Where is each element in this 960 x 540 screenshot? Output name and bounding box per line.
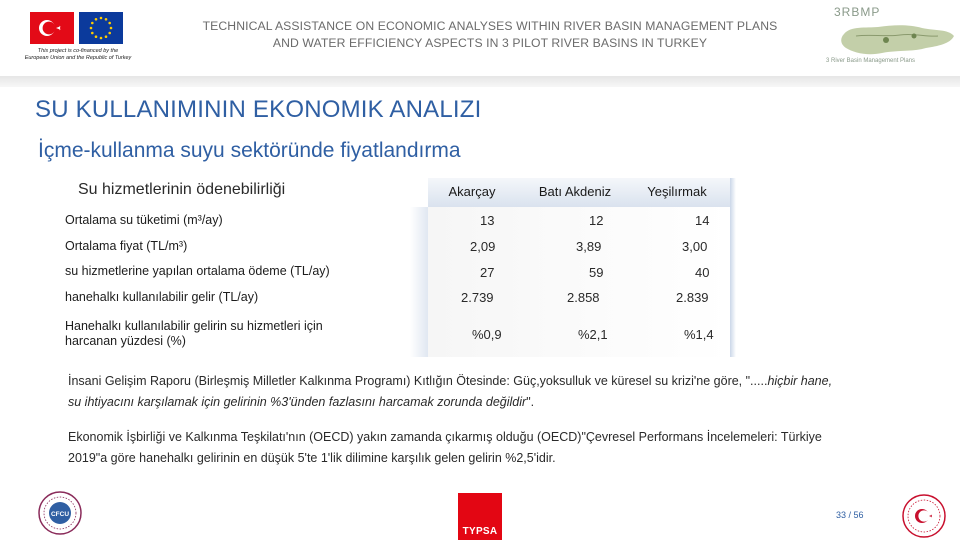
row-label-share-line-1: Hanehalkı kullanılabilir gelirin su hizm… [65,319,323,333]
page-number: 33 / 56 [836,510,864,520]
column-header-bati-akdeniz: Batı Akdeniz [538,184,612,199]
table-cell: 27 [480,265,495,280]
row-label-share: Hanehalkı kullanılabilir gelirin su hizm… [65,319,323,349]
column-header-yesilirmak: Yeşilırmak [647,184,707,199]
ministry-seal-icon [902,494,946,538]
typsa-logo-icon: TYPSA [458,493,502,540]
cfcu-seal-icon: CFCU [38,491,82,535]
rbmp-map-logo-icon [826,6,960,68]
turkey-flag-icon [30,12,74,44]
row-label-payment: su hizmetlerine yapılan ortalama ödeme (… [65,264,330,278]
rbmp-logo-subtitle: 3 River Basin Management Plans [826,58,916,64]
table-right-shade [730,178,736,357]
table-cell: 2.839 [676,290,709,305]
cofinance-line-2: European Union and the Republic of Turke… [24,55,132,61]
table-cell: 40 [695,265,710,280]
row-label-consumption: Ortalama su tüketimi (m³/ay) [65,213,223,227]
column-header-akarcay: Akarçay [448,184,496,199]
slide-title: SU KULLANIMININ EKONOMIK ANALIZI [35,96,482,123]
table-cell: %0,9 [472,327,502,342]
table-caption: Su hizmetlerinin ödenebilirliği [78,181,286,198]
table-cell: 2,09 [470,239,496,254]
table-cell: 3,89 [576,239,602,254]
typsa-logo-text: TYPSA [462,526,498,537]
note-oecd-line-1: Ekonomik İşbirliği ve Kalkınma Teşkilatı… [68,430,822,444]
note-undp-text: İnsani Gelişim Raporu (Birleşmiş Milletl… [68,374,768,388]
cofinance-line-1: This project is co-financed by the [37,48,119,54]
table-cell: 12 [589,213,604,228]
cfcu-seal-text: CFCU [51,511,69,518]
row-label-price: Ortalama fiyat (TL/m³) [65,239,188,253]
project-title-line-1: TECHNICAL ASSISTANCE ON ECONOMIC ANALYSE… [202,19,778,33]
eu-flag-icon [79,12,123,44]
table-cell: %2,1 [578,327,608,342]
table-cell: 2.739 [461,290,494,305]
note-undp-closing: ". [526,395,535,409]
header-divider [0,76,960,87]
note-oecd: Ekonomik İşbirliği ve Kalkınma Teşkilatı… [68,427,938,469]
table-cell: 14 [695,213,710,228]
project-title: TECHNICAL ASSISTANCE ON ECONOMIC ANALYSE… [150,18,830,52]
note-oecd-line-2: 2019"a göre hanehalkı gelirinin en düşük… [68,451,556,465]
note-undp-quote-end: su ihtiyacını karşılamak için gelirinin … [68,395,527,409]
row-label-income: hanehalkı kullanılabilir gelir (TL/ay) [65,290,259,304]
project-title-line-2: AND WATER EFFICIENCY ASPECTS IN 3 PILOT … [272,36,708,50]
note-undp-quote-start: hiçbir hane, [767,374,833,388]
slide-subtitle: İçme-kullanma suyu sektöründe fiyatlandı… [38,139,461,162]
table-cell: %1,4 [684,327,714,342]
row-label-share-line-2: harcanan yüzdesi (%) [65,334,186,348]
table-cell: 3,00 [682,239,708,254]
table-cell: 59 [589,265,604,280]
table-cell: 2.858 [567,290,600,305]
table-header-band [428,178,730,207]
rbmp-logo-text: 3RBMP [834,5,881,19]
table-data-area [428,207,730,357]
cofinance-note: This project is co-financed by the Europ… [8,48,148,62]
note-undp: İnsani Gelişim Raporu (Birleşmiş Milletl… [68,371,938,413]
table-cell: 13 [480,213,495,228]
table-left-shade [410,207,428,357]
